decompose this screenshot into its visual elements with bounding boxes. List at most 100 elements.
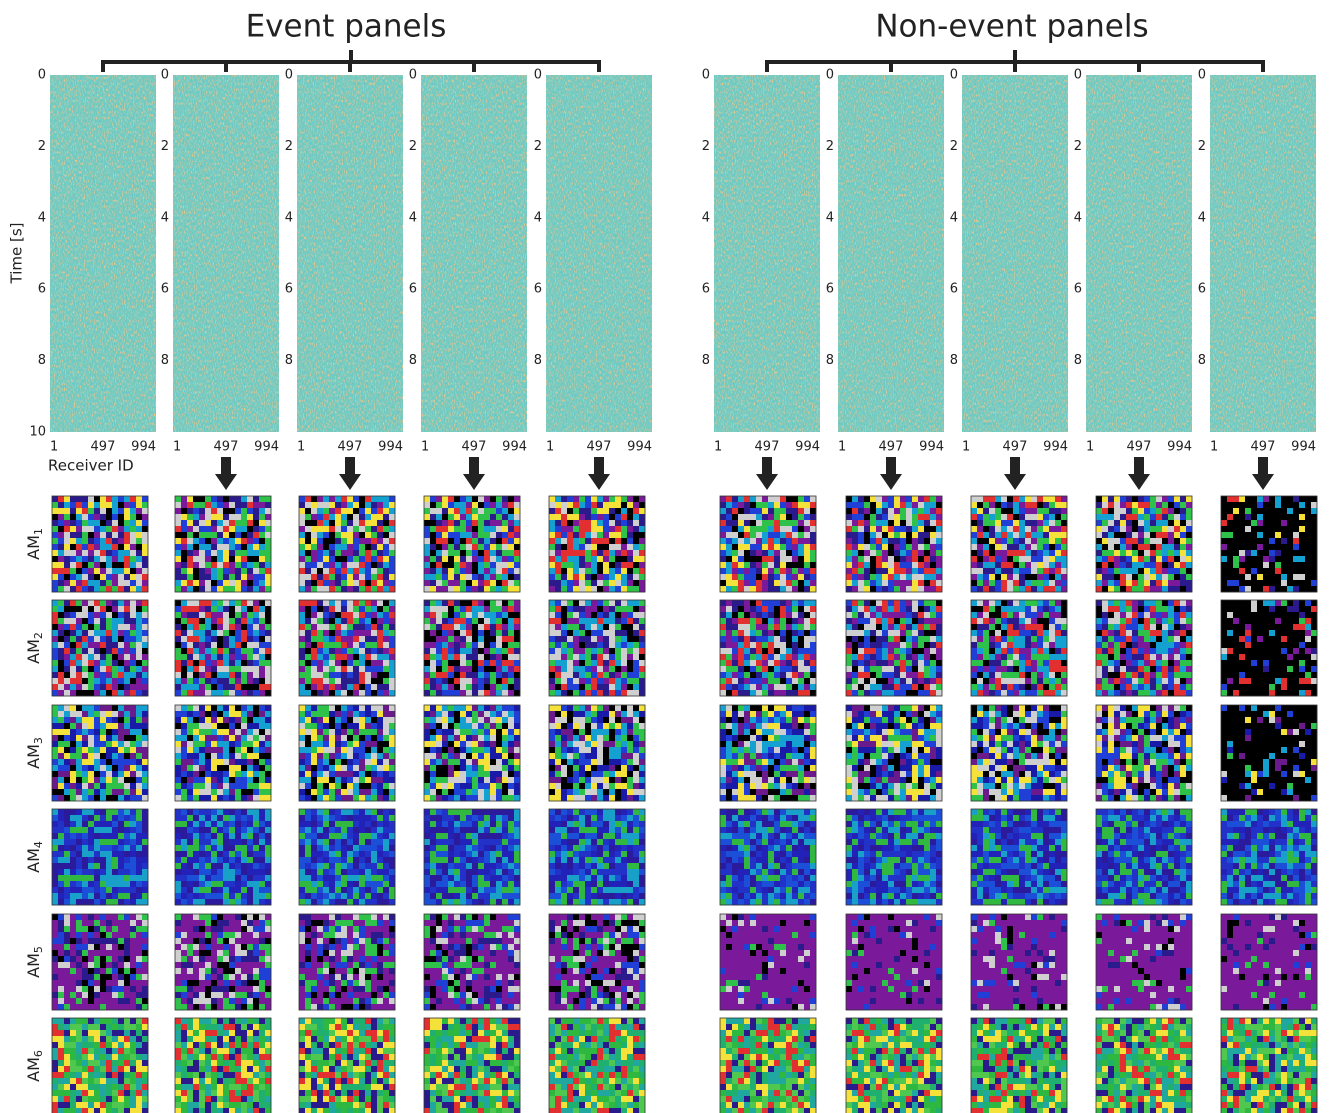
y-tick-label: 4 [38, 210, 46, 225]
x-tick-label: 497 [1003, 440, 1028, 455]
row-label-sub: 6 [32, 1050, 45, 1057]
activation-map [720, 914, 816, 1010]
y-tick-label: 4 [826, 210, 834, 225]
y-tick-label: 0 [285, 68, 293, 83]
activation-map [175, 809, 271, 905]
x-tick-label: 1 [421, 440, 429, 455]
row-label-base: AM [24, 744, 43, 769]
activation-map [1221, 705, 1317, 801]
x-tick-label: 497 [91, 440, 116, 455]
activation-map [549, 600, 645, 696]
activation-map [424, 496, 520, 592]
x-tick-label: 497 [214, 440, 239, 455]
activation-map [1096, 600, 1192, 696]
y-tick-label: 10 [29, 425, 46, 440]
y-tick-label: 8 [1198, 353, 1206, 368]
activation-map [52, 1018, 148, 1113]
activation-map [846, 496, 942, 592]
y-tick-label: 8 [161, 353, 169, 368]
x-tick-label: 994 [1043, 440, 1068, 455]
y-tick-label: 4 [409, 210, 417, 225]
seismic-panel [1210, 75, 1316, 432]
activation-map [424, 809, 520, 905]
y-tick-label: 0 [38, 68, 46, 83]
y-tick-label: 6 [826, 282, 834, 297]
y-tick-label: 8 [38, 353, 46, 368]
activation-map [299, 496, 395, 592]
y-tick-label: 2 [285, 139, 293, 154]
y-tick-label: 6 [161, 282, 169, 297]
activation-map [299, 809, 395, 905]
x-tick-label: 497 [338, 440, 363, 455]
x-tick-label: 994 [502, 440, 527, 455]
activation-map [1096, 1018, 1192, 1113]
activation-map [971, 809, 1067, 905]
y-tick-label: 8 [826, 353, 834, 368]
y-tick-label: 8 [534, 353, 542, 368]
activation-map [1221, 809, 1317, 905]
y-tick-label: 6 [1198, 282, 1206, 297]
activation-map [971, 914, 1067, 1010]
seismic-panel [962, 75, 1068, 432]
x-tick-label: 497 [879, 440, 904, 455]
y-tick-label: 4 [1074, 210, 1082, 225]
x-tick-label: 994 [627, 440, 652, 455]
arrow [1004, 457, 1026, 490]
group-title: Non-event panels [875, 9, 1148, 45]
y-tick-label: 4 [285, 210, 293, 225]
figure: Event panels Non-event panels Time [s] R… [0, 0, 1337, 1113]
y-tick-label: 2 [950, 139, 958, 154]
group-title: Event panels [246, 9, 447, 45]
row-label-sub: 3 [32, 737, 45, 744]
activation-map [549, 914, 645, 1010]
x-tick-label: 994 [378, 440, 403, 455]
x-tick-label: 994 [131, 440, 156, 455]
row-label: AM4 [24, 841, 46, 873]
arrow [1128, 457, 1150, 490]
y-tick-label: 6 [702, 282, 710, 297]
x-tick-label: 1 [173, 440, 181, 455]
activation-map [720, 705, 816, 801]
activation-map [720, 809, 816, 905]
arrow [463, 457, 485, 490]
x-tick-label: 1 [1210, 440, 1218, 455]
activation-map [52, 496, 148, 592]
row-label: AM3 [24, 737, 46, 769]
seismic-panel [297, 75, 403, 432]
activation-map [1096, 496, 1192, 592]
activation-map [175, 600, 271, 696]
activation-map [299, 705, 395, 801]
x-tick-label: 1 [962, 440, 970, 455]
y-tick-label: 8 [409, 353, 417, 368]
x-tick-label: 1 [546, 440, 554, 455]
x-tick-label: 497 [587, 440, 612, 455]
activation-map [424, 600, 520, 696]
y-tick-label: 4 [161, 210, 169, 225]
row-label-base: AM [24, 953, 43, 978]
y-tick-label: 8 [702, 353, 710, 368]
activation-map [175, 496, 271, 592]
activation-map [1221, 600, 1317, 696]
bracket [103, 50, 599, 72]
seismic-panel [838, 75, 944, 432]
activation-map [299, 1018, 395, 1113]
x-tick-label: 994 [1291, 440, 1316, 455]
arrow [756, 457, 778, 490]
activation-map [52, 600, 148, 696]
y-tick-label: 2 [1198, 139, 1206, 154]
y-tick-label: 8 [285, 353, 293, 368]
y-tick-label: 4 [534, 210, 542, 225]
row-label-sub: 1 [32, 528, 45, 535]
row-label-sub: 4 [32, 841, 45, 848]
activation-map [1221, 1018, 1317, 1113]
y-tick-label: 8 [1074, 353, 1082, 368]
activation-map [971, 1018, 1067, 1113]
activation-map [549, 1018, 645, 1113]
activation-map [971, 496, 1067, 592]
row-label: AM5 [24, 946, 46, 978]
y-tick-label: 6 [534, 282, 542, 297]
y-tick-label: 2 [702, 139, 710, 154]
y-tick-label: 2 [38, 139, 46, 154]
activation-map [549, 809, 645, 905]
activation-map [846, 809, 942, 905]
